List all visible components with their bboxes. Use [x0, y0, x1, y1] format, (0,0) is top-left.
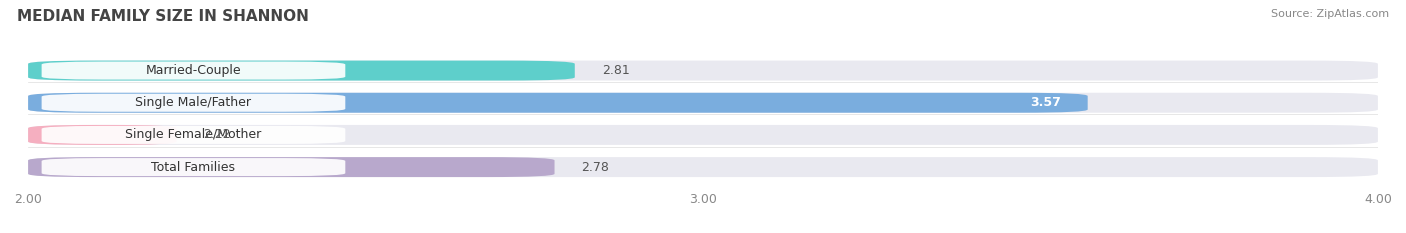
- FancyBboxPatch shape: [28, 93, 1378, 113]
- FancyBboxPatch shape: [28, 157, 1378, 177]
- Text: Single Female/Mother: Single Female/Mother: [125, 128, 262, 141]
- Text: Total Families: Total Families: [152, 161, 235, 174]
- Text: 2.81: 2.81: [602, 64, 630, 77]
- FancyBboxPatch shape: [28, 61, 1378, 81]
- FancyBboxPatch shape: [28, 125, 1378, 145]
- FancyBboxPatch shape: [42, 126, 346, 144]
- Text: 3.57: 3.57: [1029, 96, 1060, 109]
- Text: 2.78: 2.78: [582, 161, 609, 174]
- Text: Married-Couple: Married-Couple: [146, 64, 242, 77]
- FancyBboxPatch shape: [28, 125, 177, 145]
- Text: 2.22: 2.22: [204, 128, 231, 141]
- FancyBboxPatch shape: [28, 93, 1088, 113]
- FancyBboxPatch shape: [42, 62, 346, 80]
- FancyBboxPatch shape: [28, 61, 575, 81]
- FancyBboxPatch shape: [42, 94, 346, 112]
- Text: MEDIAN FAMILY SIZE IN SHANNON: MEDIAN FAMILY SIZE IN SHANNON: [17, 9, 309, 24]
- FancyBboxPatch shape: [28, 157, 554, 177]
- FancyBboxPatch shape: [42, 158, 346, 176]
- Text: Single Male/Father: Single Male/Father: [135, 96, 252, 109]
- Text: Source: ZipAtlas.com: Source: ZipAtlas.com: [1271, 9, 1389, 19]
